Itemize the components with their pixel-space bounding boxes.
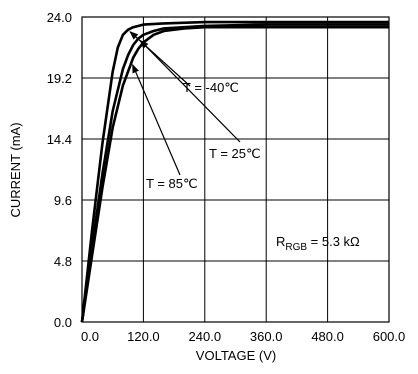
- annotation-label-85: T = 85℃: [146, 176, 198, 191]
- x-tick-label-4: 480.0: [311, 329, 344, 344]
- annotation-label-minus40: T = -40℃: [183, 80, 239, 95]
- series-layer: [80, 20, 389, 323]
- plot-frame: [81, 16, 390, 323]
- annotation-label-25: T = 25℃: [209, 146, 261, 161]
- y-tick-label-5: 24.0: [47, 10, 72, 25]
- annotations: T = -40℃ T = 25℃ T = 85℃ RRGB = 5.3 kΩ: [129, 31, 360, 253]
- resistor-label: RRGB = 5.3 kΩ: [276, 234, 360, 253]
- y-tick-label-2: 9.6: [54, 193, 72, 208]
- y-axis-ticks: 0.0 4.8 9.6 14.4 19.2 24.0: [47, 10, 72, 330]
- x-tick-label-2: 240.0: [189, 329, 222, 344]
- x-tick-label-1: 120.0: [127, 329, 160, 344]
- resistor-label-subscript: RGB: [285, 242, 307, 253]
- series-line-2: [80, 25, 389, 323]
- x-axis-ticks: 0.0 120.0 240.0 360.0 480.0 600.0: [81, 329, 405, 344]
- grid: [82, 17, 389, 322]
- x-axis-title: VOLTAGE (V): [196, 348, 276, 363]
- resistor-label-prefix: R: [276, 234, 285, 249]
- y-tick-label-3: 14.4: [47, 132, 72, 147]
- resistor-label-suffix: = 5.3 kΩ: [307, 234, 360, 249]
- y-tick-label-0: 0.0: [54, 315, 72, 330]
- series-line-1: [80, 23, 389, 323]
- y-tick-label-4: 19.2: [47, 71, 72, 86]
- y-axis-title: CURRENT (mA): [8, 122, 23, 217]
- x-tick-label-5: 600.0: [373, 329, 406, 344]
- annotation-arrow-25: [139, 39, 241, 143]
- x-tick-label-3: 360.0: [250, 329, 283, 344]
- y-tick-label-1: 4.8: [54, 254, 72, 269]
- series-line-0: [80, 20, 389, 323]
- annotation-arrow-85: [132, 63, 181, 176]
- x-tick-label-0: 0.0: [81, 329, 99, 344]
